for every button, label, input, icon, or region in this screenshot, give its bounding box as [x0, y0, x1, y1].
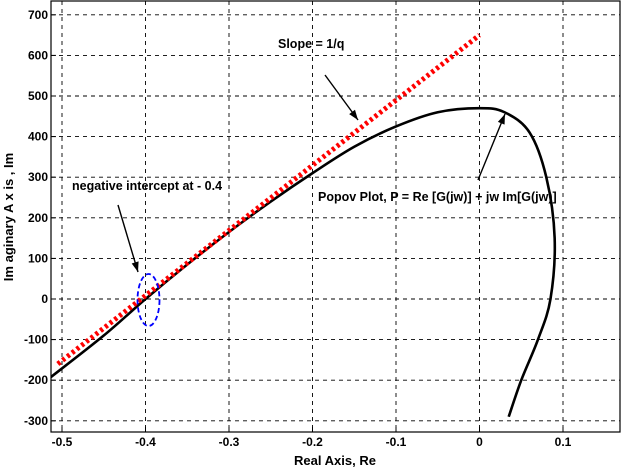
x-tick-label: 0.1: [555, 435, 572, 449]
popov-annotation: Popov Plot, P = Re [G(jw)] + jw Im[G(jw)…: [318, 190, 557, 204]
y-tick-label: 500: [28, 89, 48, 103]
x-tick-label: -0.4: [135, 435, 156, 449]
intercept-arrow: [117, 204, 139, 273]
y-tick-label: 700: [28, 8, 48, 22]
y-tick-label: -200: [24, 373, 48, 387]
popov-arrow: [477, 113, 506, 181]
y-tick-label: 300: [28, 170, 48, 184]
intercept-arrow-head: [131, 261, 139, 272]
tick-labels: -0.5 -0.4 -0.3 -0.2 -0.1 0 0.1 -300 -200 -100 0 100…: [24, 8, 572, 449]
slope-line: [56, 33, 482, 366]
plot-background: [51, 1, 621, 432]
y-tick-label: -100: [24, 333, 48, 347]
y-tick-label: 600: [28, 48, 48, 62]
x-tick-label: -0.1: [386, 435, 407, 449]
intercept-ellipse: [136, 273, 161, 327]
y-tick-label: 200: [28, 211, 48, 225]
y-tick-label: 0: [41, 292, 48, 306]
slope-arrow-head: [349, 109, 358, 120]
x-axis-label: Real Axis, Re: [294, 453, 376, 468]
series-layer: [51, 33, 557, 418]
plot-frame: [50, 0, 621, 433]
y-tick-label: 100: [28, 251, 48, 265]
x-tick-label: 0: [476, 435, 483, 449]
popov-arrow-head: [497, 114, 505, 125]
slope-annotation: Slope = 1/q: [278, 37, 344, 51]
grid: [51, 1, 620, 432]
y-tick-label: 400: [28, 130, 48, 144]
x-tick-label: -0.5: [52, 435, 73, 449]
x-tick-label: -0.2: [302, 435, 323, 449]
y-tick-label: -300: [24, 414, 48, 428]
x-tick-label: -0.3: [219, 435, 240, 449]
annotations: Slope = 1/q negative intercept at - 0.4 Po…: [72, 37, 557, 273]
y-axis-label: Im aginary A x is , Im: [1, 153, 16, 281]
intercept-annotation: negative intercept at - 0.4: [72, 179, 222, 193]
